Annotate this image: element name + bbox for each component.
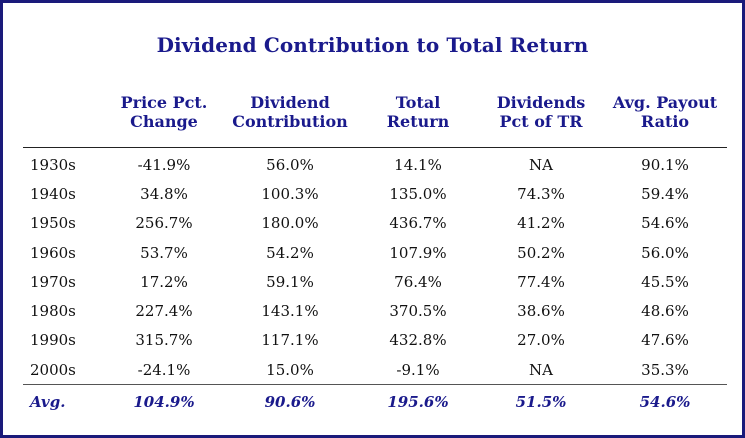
cell-total-return: 14.1% [394,155,442,174]
table-row: 1980s 227.4% 143.1% 370.5% 38.6% 48.6% [23,296,727,325]
header-decade [23,93,105,148]
table-row: 1950s 256.7% 180.0% 436.7% 41.2% 54.6% [23,209,727,238]
page-title: Dividend Contribution to Total Return [156,33,589,57]
cell-payout-ratio: 90.1% [641,155,689,174]
cell-dividend-contribution: 59.1% [266,272,314,291]
cell-price-change: 315.7% [135,331,193,350]
dividend-table: Price Pct. Change Dividend Contribution … [23,93,727,419]
cell-price-change: 227.4% [135,302,193,321]
cell-total-return: 107.9% [389,243,447,262]
cell-dividend-contribution: 15.0% [266,360,314,379]
cell-payout-ratio: 59.4% [641,184,689,203]
cell-total-return: 76.4% [394,272,442,291]
cell-payout-ratio: 35.3% [641,360,689,379]
table-row: 2000s -24.1% 15.0% -9.1% NA 35.3% [23,355,727,385]
row-decade: 1970s [30,272,76,291]
cell-price-change: 34.8% [140,184,188,203]
header-dividend-contribution: Dividend Contribution [223,93,357,148]
cell-total-return: 432.8% [389,331,447,350]
cell-total-return: 436.7% [389,214,447,233]
cell-dividends-pct-tr: 27.0% [517,331,565,350]
row-decade: 1980s [30,302,76,321]
cell-price-change: 17.2% [140,272,188,291]
row-decade: 2000s [30,360,76,379]
header-total-return: Total Return [357,93,479,148]
cell-price-change: 256.7% [135,214,193,233]
cell-dividends-pct-tr: 41.2% [517,214,565,233]
header-avg-payout-ratio: Avg. Payout Ratio [603,93,727,148]
avg-dividend-contribution: 90.6% [223,384,357,419]
cell-dividend-contribution: 180.0% [261,214,319,233]
cell-payout-ratio: 54.6% [641,214,689,233]
cell-price-change: -24.1% [137,360,191,379]
cell-dividends-pct-tr: 38.6% [517,302,565,321]
cell-total-return: 135.0% [389,184,447,203]
cell-payout-ratio: 48.6% [641,302,689,321]
cell-price-change: 53.7% [140,243,188,262]
table-row: 1970s 17.2% 59.1% 76.4% 77.4% 45.5% [23,267,727,296]
average-row: Avg. 104.9% 90.6% 195.6% 51.5% 54.6% [23,384,727,419]
table-row: 1960s 53.7% 54.2% 107.9% 50.2% 56.0% [23,238,727,267]
cell-total-return: -9.1% [396,360,440,379]
row-decade: 1990s [30,331,76,350]
cell-payout-ratio: 47.6% [641,331,689,350]
average-label: Avg. [23,384,105,419]
cell-payout-ratio: 45.5% [641,272,689,291]
row-decade: 1940s [30,184,76,203]
cell-payout-ratio: 56.0% [641,243,689,262]
header-row: Price Pct. Change Dividend Contribution … [23,93,727,148]
cell-dividends-pct-tr: 50.2% [517,243,565,262]
cell-dividend-contribution: 56.0% [266,155,314,174]
cell-dividends-pct-tr: 74.3% [517,184,565,203]
cell-dividend-contribution: 143.1% [261,302,319,321]
header-price-pct-change: Price Pct. Change [105,93,223,148]
cell-total-return: 370.5% [389,302,447,321]
table-row: 1990s 315.7% 117.1% 432.8% 27.0% 47.6% [23,326,727,355]
avg-total-return: 195.6% [357,384,479,419]
avg-price-change: 104.9% [105,384,223,419]
cell-dividends-pct-tr: NA [529,360,553,379]
avg-payout-ratio: 54.6% [603,384,727,419]
row-decade: 1930s [30,155,76,174]
cell-dividends-pct-tr: 77.4% [517,272,565,291]
row-decade: 1960s [30,243,76,262]
cell-dividends-pct-tr: NA [529,155,553,174]
row-decade: 1950s [30,214,76,233]
header-dividends-pct-of-tr: Dividends Pct of TR [479,93,603,148]
cell-dividend-contribution: 54.2% [266,243,314,262]
avg-dividends-pct-tr: 51.5% [479,384,603,419]
cell-dividend-contribution: 117.1% [261,331,319,350]
table-row: 1940s 34.8% 100.3% 135.0% 74.3% 59.4% [23,179,727,208]
cell-price-change: -41.9% [137,155,191,174]
cell-dividend-contribution: 100.3% [261,184,319,203]
table-row: 1930s -41.9% 56.0% 14.1% NA 90.1% [23,148,727,180]
